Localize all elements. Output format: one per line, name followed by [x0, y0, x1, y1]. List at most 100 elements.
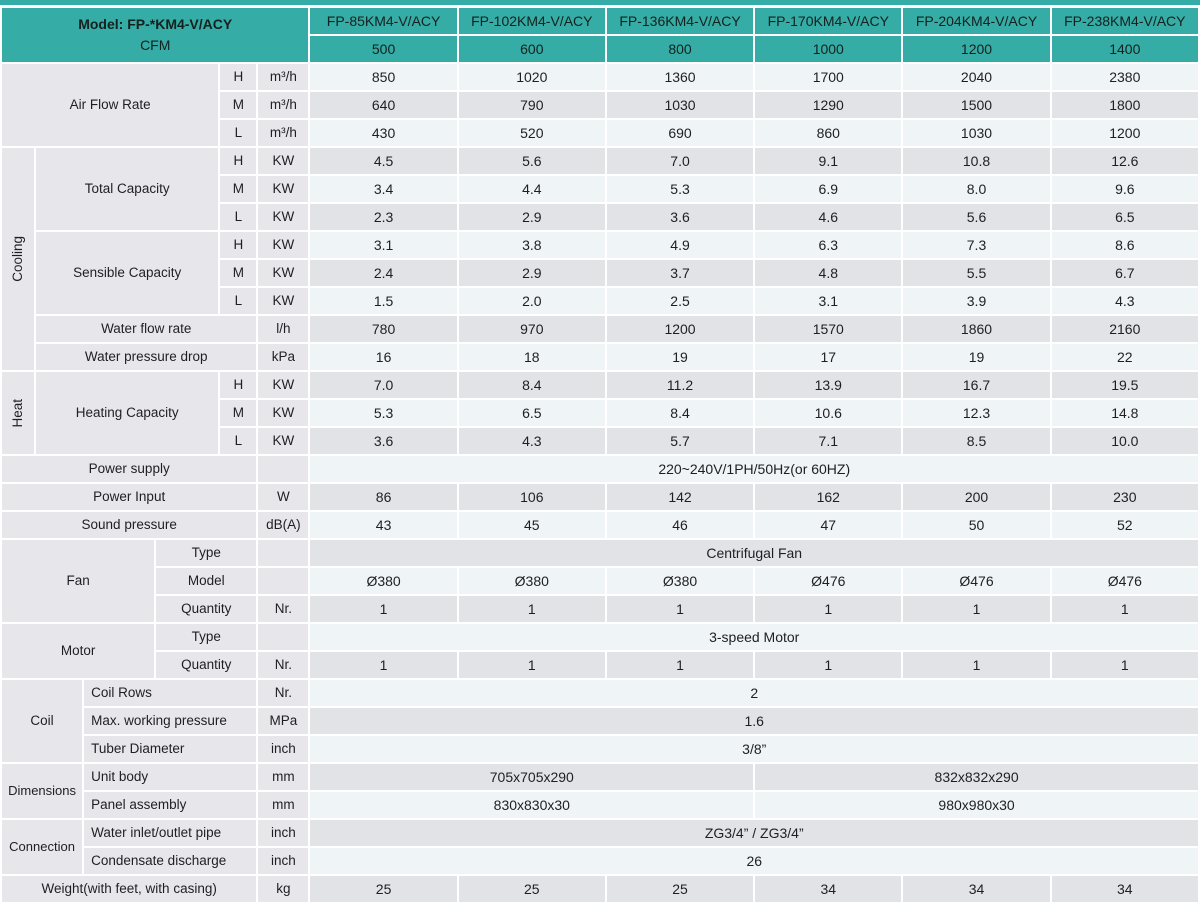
table-cell: 1020 [458, 64, 605, 90]
unit-label: Nr. [258, 596, 309, 622]
table-cell: 1 [458, 596, 605, 622]
air-flow-rate-label: Air Flow Rate [2, 64, 219, 146]
table-cell: 430 [310, 120, 457, 146]
table-cell: 2.9 [458, 204, 605, 230]
row-water-flow-rate: Water flow rate l/h 780 970 1200 1570 18… [2, 316, 1198, 342]
table-cell: 3.1 [310, 232, 457, 258]
table-cell: 5.5 [903, 260, 1050, 286]
top-accent-bar [0, 0, 1200, 5]
fan-type-label: Type [156, 540, 257, 566]
table-cell: 1 [1051, 652, 1198, 678]
table-cell: 6.9 [755, 176, 902, 202]
table-cell: 790 [458, 92, 605, 118]
cfm-value: 1000 [755, 36, 902, 62]
unit-label: KW [258, 204, 309, 230]
table-cell: 8.4 [458, 372, 605, 398]
fan-type-value: Centrifugal Fan [310, 540, 1198, 566]
table-body: Air Flow Rate H m³/h 850 1020 1360 1700 … [2, 64, 1198, 902]
table-cell: 8.4 [606, 400, 754, 426]
tuber-diameter-value: 3/8” [310, 736, 1198, 762]
row-heating-capacity-m: M KW 5.3 6.5 8.4 10.6 12.3 14.8 [2, 400, 1198, 426]
unit-body-label: Unit body [84, 764, 257, 790]
table-cell: 50 [903, 512, 1050, 538]
panel-assembly-value-small: 830x830x30 [310, 792, 754, 818]
unit-label: m³/h [258, 64, 309, 90]
unit-label: mm [258, 792, 309, 818]
table-cell: 5.7 [606, 428, 754, 454]
cfm-value: 1200 [903, 36, 1050, 62]
table-cell: 850 [310, 64, 457, 90]
model-series-cell: Model: FP-*KM4-V/ACY CFM [2, 8, 309, 62]
table-cell: 2380 [1051, 64, 1198, 90]
table-cell: 1 [755, 596, 902, 622]
table-cell: 2160 [1051, 316, 1198, 342]
table-cell: 52 [1051, 512, 1198, 538]
table-cell: 4.6 [755, 204, 902, 230]
header-row-cfm: 500 600 800 1000 1200 1400 [2, 36, 1198, 62]
unit-label: KW [258, 260, 309, 286]
table-cell: 2040 [903, 64, 1050, 90]
power-supply-value: 220~240V/1PH/50Hz(or 60HZ) [310, 456, 1198, 482]
table-cell: 8.0 [903, 176, 1050, 202]
cooling-section-label: Cooling [2, 148, 35, 370]
table-cell: 4.5 [310, 148, 457, 174]
power-supply-label: Power supply [2, 456, 257, 482]
unit-label: KW [258, 428, 309, 454]
table-cell: 2.4 [310, 260, 457, 286]
unit-label: m³/h [258, 92, 309, 118]
table-cell: 17 [755, 344, 902, 370]
table-cell: Ø380 [310, 568, 457, 594]
table-cell: Ø476 [1051, 568, 1198, 594]
table-cell: 4.3 [1051, 288, 1198, 314]
motor-type-label: Type [156, 624, 257, 650]
cfm-value: 600 [458, 36, 605, 62]
table-cell: 1 [310, 596, 457, 622]
table-cell: 16.7 [903, 372, 1050, 398]
max-working-pressure-label: Max. working pressure [84, 708, 257, 734]
speed-key: H [220, 232, 257, 258]
table-cell: 7.1 [755, 428, 902, 454]
table-cell: 7.0 [606, 148, 754, 174]
row-fan-quantity: Quantity Nr. 1 1 1 1 1 1 [2, 596, 1198, 622]
table-cell: 860 [755, 120, 902, 146]
table-cell: 1360 [606, 64, 754, 90]
table-cell: 12.6 [1051, 148, 1198, 174]
table-cell: Ø476 [755, 568, 902, 594]
table-cell: 6.5 [458, 400, 605, 426]
speed-key: L [220, 288, 257, 314]
table-cell: 970 [458, 316, 605, 342]
table-cell: Ø476 [903, 568, 1050, 594]
table-cell: 200 [903, 484, 1050, 510]
sensible-capacity-label: Sensible Capacity [36, 232, 219, 314]
row-water-inlet-outlet-pipe: Connection Water inlet/outlet pipe inch … [2, 820, 1198, 874]
speed-key: H [220, 64, 257, 90]
fan-quantity-label: Quantity [156, 596, 257, 622]
condensate-discharge-label: Condensate discharge [84, 848, 257, 874]
speed-key: M [220, 92, 257, 118]
unit-label: mm [258, 764, 309, 790]
table-cell: 3.6 [606, 204, 754, 230]
table-cell: 6.5 [1051, 204, 1198, 230]
table-cell: 7.0 [310, 372, 457, 398]
table-cell: 10.0 [1051, 428, 1198, 454]
table-cell: 1 [903, 596, 1050, 622]
table-cell: 690 [606, 120, 754, 146]
coil-rows-label: Coil Rows [84, 680, 257, 706]
table-cell: 47 [755, 512, 902, 538]
cfm-value: 800 [606, 36, 754, 62]
table-cell: 34 [903, 876, 1050, 902]
table-cell: 1 [903, 652, 1050, 678]
column-header-model: FP-136KM4-V/ACY [606, 8, 754, 34]
table-cell: 12.3 [903, 400, 1050, 426]
table-cell: 25 [606, 876, 754, 902]
table-cell: 6.3 [755, 232, 902, 258]
table-cell: 9.1 [755, 148, 902, 174]
table-cell: 1 [606, 652, 754, 678]
table-cell: 3.4 [310, 176, 457, 202]
table-cell: 5.3 [310, 400, 457, 426]
row-coil-rows: Coil Coil Rows Nr. 2 [2, 680, 1198, 762]
table-cell: 1 [458, 652, 605, 678]
table-cell: Ø380 [458, 568, 605, 594]
row-air-flow-h: Air Flow Rate H m³/h 850 1020 1360 1700 … [2, 64, 1198, 146]
row-motor-type: Motor Type 3-speed Motor [2, 624, 1198, 678]
